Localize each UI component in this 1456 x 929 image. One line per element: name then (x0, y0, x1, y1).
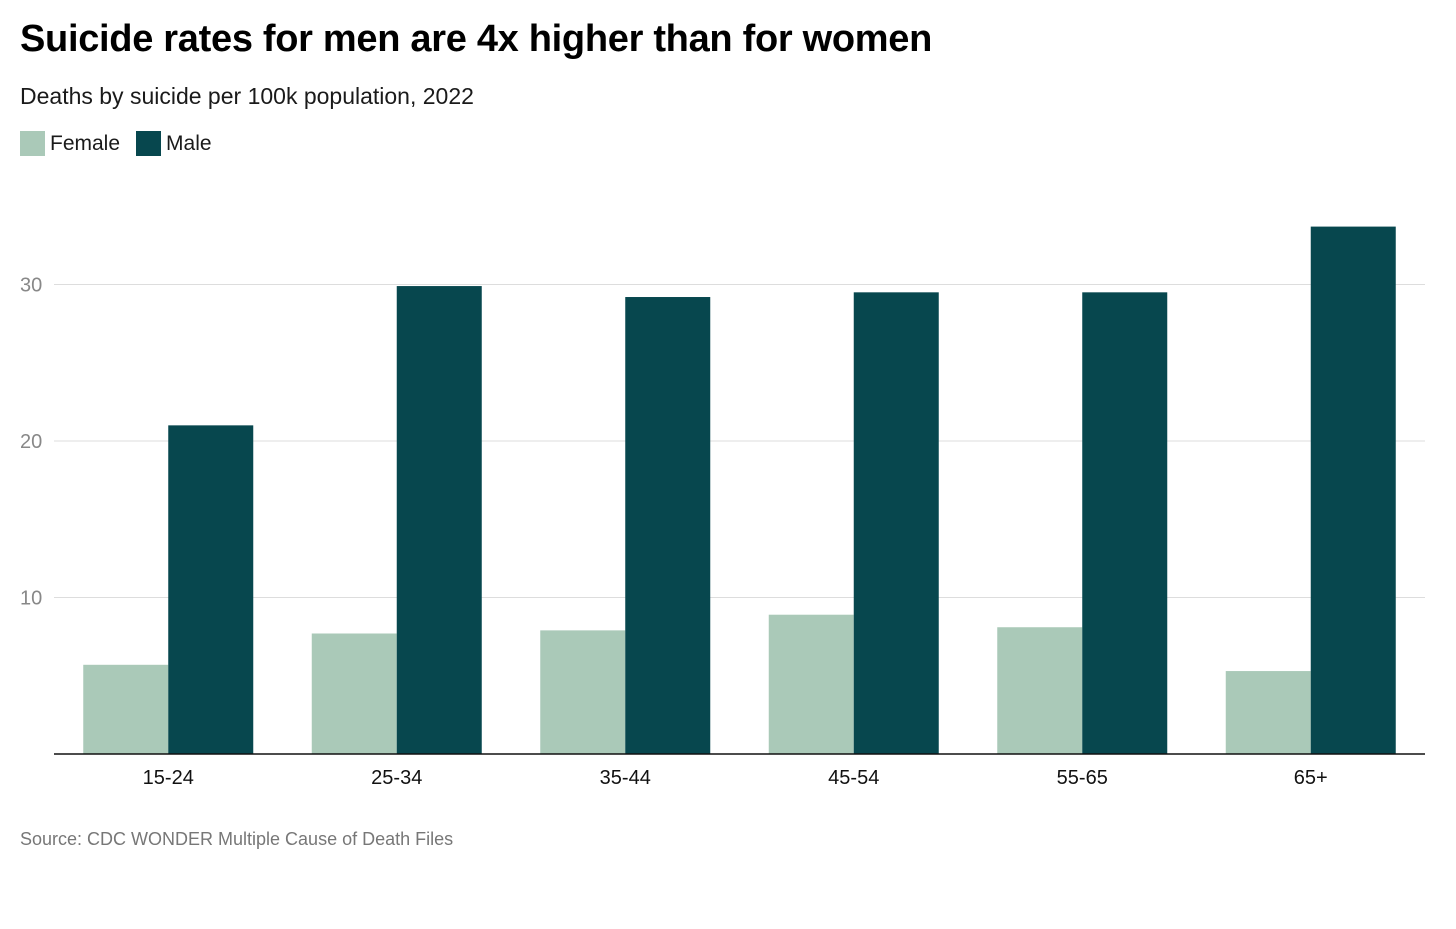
x-tick-label: 45-54 (828, 767, 879, 789)
bar-male-65+ (1310, 226, 1396, 755)
legend-label-male: Male (166, 131, 212, 155)
y-tick-label: 30 (20, 275, 42, 297)
bar-male-55-65 (1082, 292, 1168, 754)
legend: Female Male (20, 131, 228, 156)
legend-item-male: Male (136, 131, 212, 156)
bar-male-15-24 (168, 425, 254, 754)
bar-male-25-34 (396, 286, 482, 754)
legend-swatch-male (136, 131, 162, 156)
bar-female-45-54 (768, 614, 854, 754)
bar-female-55-65 (997, 627, 1083, 754)
bar-female-65+ (1225, 671, 1311, 754)
bar-female-25-34 (311, 633, 397, 754)
chart-title: Suicide rates for men are 4x higher than… (20, 18, 933, 60)
x-tick-label: 25-34 (371, 767, 422, 789)
y-tick-label: 20 (20, 431, 42, 453)
bar-female-15-24 (83, 664, 169, 754)
legend-swatch-female (20, 131, 45, 156)
chart-subtitle: Deaths by suicide per 100k population, 2… (20, 83, 474, 109)
bar-male-45-54 (853, 292, 939, 754)
source-note: Source: CDC WONDER Multiple Cause of Dea… (20, 829, 454, 849)
x-tick-label: 55-65 (1057, 767, 1108, 789)
y-tick-label: 10 (20, 588, 42, 610)
legend-item-female: Female (20, 131, 120, 156)
legend-label-female: Female (50, 131, 121, 155)
x-tick-label: 35-44 (600, 767, 651, 789)
bar-female-35-44 (540, 630, 626, 754)
bar-male-35-44 (625, 297, 711, 754)
x-tick-label: 65+ (1294, 767, 1328, 789)
x-tick-label: 15-24 (143, 767, 194, 789)
